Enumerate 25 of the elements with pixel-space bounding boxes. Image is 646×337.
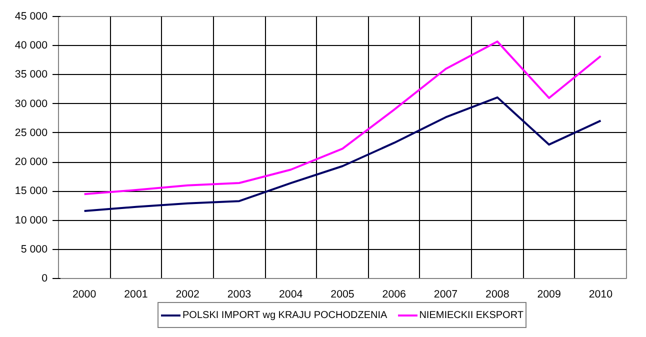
- x-tick-label: 2008: [486, 288, 510, 300]
- x-tick-label: 2009: [537, 288, 561, 300]
- x-tick-label: 2001: [124, 288, 148, 300]
- y-tick-label: 5 000: [20, 243, 48, 256]
- y-tick-label: 35 000: [14, 68, 48, 81]
- y-tick-label: 30 000: [14, 98, 48, 110]
- y-tick-label: 15 000: [14, 185, 48, 198]
- x-tick-label: 2000: [72, 288, 96, 300]
- y-tick-label: 45 000: [14, 10, 48, 22]
- x-tick-label: 2007: [434, 288, 458, 300]
- y-tick-label: 25 000: [14, 126, 48, 139]
- legend-label: POLSKI IMPORT wg KRAJU POCHODZENIA: [182, 310, 388, 320]
- line-series: [83, 96, 602, 212]
- x-tick-label: 2002: [176, 288, 200, 300]
- y-tick-label: 40 000: [14, 40, 48, 52]
- y-tick-label: 0: [42, 272, 48, 284]
- y-tick-label: 10 000: [14, 214, 48, 226]
- x-tick-label: 2006: [382, 288, 406, 300]
- y-tick-label: 20 000: [14, 156, 48, 168]
- x-tick-label: 2004: [279, 288, 303, 300]
- x-tick-label: 2005: [330, 288, 354, 300]
- line-series: [83, 40, 602, 196]
- legend-label: NIEMIECKII EKSPORT: [419, 310, 524, 320]
- x-tick-label: 2010: [588, 288, 613, 300]
- x-tick-label: 2003: [227, 288, 252, 300]
